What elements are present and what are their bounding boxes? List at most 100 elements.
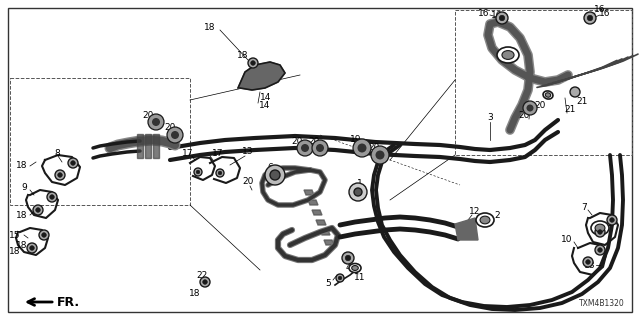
Circle shape [583, 257, 593, 267]
Circle shape [39, 230, 49, 240]
Circle shape [588, 15, 593, 21]
Circle shape [196, 170, 200, 174]
Circle shape [47, 192, 57, 202]
Text: 20: 20 [164, 124, 176, 132]
Circle shape [301, 144, 309, 152]
Circle shape [29, 246, 35, 250]
Text: 20: 20 [534, 101, 546, 110]
Circle shape [338, 276, 342, 280]
Circle shape [496, 12, 508, 24]
Circle shape [265, 165, 285, 185]
Circle shape [586, 260, 590, 264]
Circle shape [50, 195, 54, 199]
Text: 18: 18 [9, 247, 20, 257]
Text: 20: 20 [291, 137, 303, 146]
Polygon shape [238, 62, 285, 90]
Circle shape [167, 127, 183, 143]
Circle shape [68, 158, 78, 168]
Circle shape [354, 188, 362, 196]
Text: 1: 1 [357, 179, 363, 188]
Circle shape [171, 131, 179, 139]
Circle shape [342, 252, 354, 264]
Circle shape [336, 274, 344, 282]
Polygon shape [304, 190, 314, 195]
Text: 7: 7 [581, 204, 587, 212]
Text: 6: 6 [267, 164, 273, 172]
Circle shape [371, 146, 389, 164]
Circle shape [598, 230, 602, 234]
Circle shape [36, 208, 40, 212]
Text: 3: 3 [487, 114, 493, 123]
Text: 20: 20 [368, 143, 380, 153]
Text: 18: 18 [16, 211, 28, 220]
Ellipse shape [545, 93, 550, 97]
Circle shape [312, 140, 328, 156]
Circle shape [218, 171, 222, 175]
Text: 12: 12 [469, 207, 481, 217]
Text: 18: 18 [189, 289, 201, 298]
Circle shape [248, 58, 258, 68]
Circle shape [610, 218, 614, 222]
Text: TXM4B1320: TXM4B1320 [579, 299, 625, 308]
Text: 2: 2 [607, 220, 613, 228]
Ellipse shape [502, 51, 514, 60]
Ellipse shape [595, 224, 605, 232]
Circle shape [27, 243, 37, 253]
Text: 16: 16 [595, 5, 605, 14]
Text: 18: 18 [584, 260, 596, 269]
Text: 14: 14 [259, 100, 271, 109]
Text: 22: 22 [196, 270, 207, 279]
Text: 17: 17 [212, 148, 224, 157]
Circle shape [270, 170, 280, 180]
Ellipse shape [352, 266, 358, 270]
Text: 19: 19 [350, 135, 362, 145]
Text: 17: 17 [182, 148, 194, 157]
Circle shape [584, 12, 596, 24]
Text: 18: 18 [204, 23, 216, 33]
Text: 9: 9 [21, 183, 27, 193]
Circle shape [527, 105, 534, 111]
Polygon shape [153, 134, 159, 158]
Circle shape [203, 280, 207, 284]
Circle shape [353, 139, 371, 157]
Text: 18: 18 [16, 161, 28, 170]
Circle shape [58, 173, 62, 177]
Polygon shape [145, 134, 151, 158]
Text: 20: 20 [142, 110, 154, 119]
Text: 2: 2 [494, 211, 500, 220]
Ellipse shape [543, 91, 553, 99]
Text: FR.: FR. [57, 295, 80, 308]
Text: 5: 5 [325, 278, 331, 287]
Circle shape [595, 227, 605, 237]
Polygon shape [137, 134, 143, 158]
Circle shape [607, 215, 617, 225]
Circle shape [346, 255, 351, 261]
Text: 21: 21 [564, 106, 576, 115]
Circle shape [194, 168, 202, 176]
Text: 20: 20 [518, 110, 530, 119]
Ellipse shape [591, 221, 609, 235]
Circle shape [71, 161, 76, 165]
Circle shape [570, 87, 580, 97]
Polygon shape [316, 220, 326, 225]
Text: 4: 4 [345, 262, 351, 271]
Circle shape [598, 248, 602, 252]
Circle shape [523, 101, 537, 115]
Circle shape [251, 61, 255, 65]
Circle shape [55, 170, 65, 180]
Text: 10: 10 [561, 236, 573, 244]
Ellipse shape [349, 263, 361, 273]
Text: 8: 8 [54, 148, 60, 157]
Text: 16: 16 [492, 11, 503, 20]
Text: 21: 21 [576, 98, 588, 107]
Circle shape [358, 143, 367, 153]
Circle shape [42, 233, 46, 237]
Ellipse shape [476, 213, 494, 227]
Text: 18: 18 [237, 51, 249, 60]
Circle shape [499, 15, 505, 21]
Circle shape [376, 150, 385, 159]
Polygon shape [324, 240, 334, 245]
Polygon shape [455, 218, 478, 240]
Ellipse shape [497, 47, 519, 63]
Text: 20: 20 [243, 178, 253, 187]
